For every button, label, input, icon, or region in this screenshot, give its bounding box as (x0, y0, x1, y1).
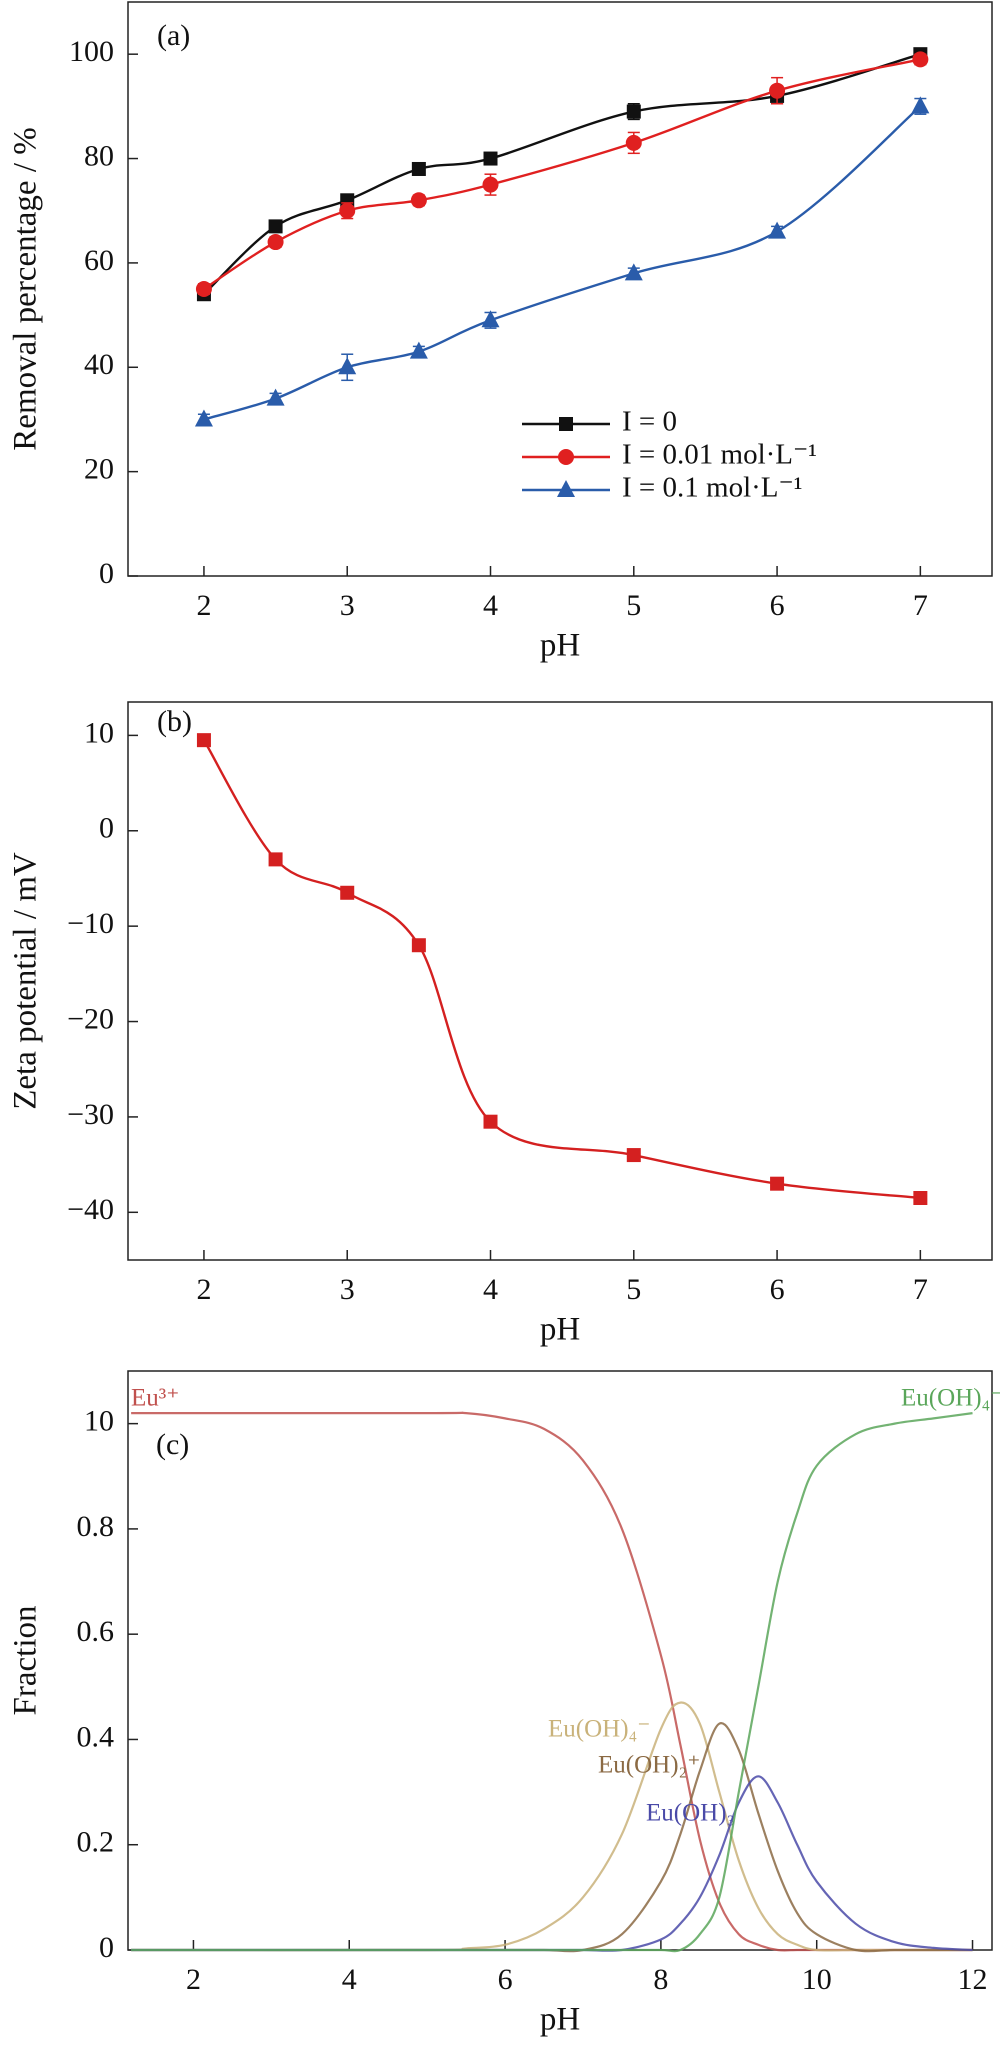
x-tick-label: 5 (626, 1273, 641, 1306)
marker (483, 151, 498, 166)
x-axis-label: pH (540, 2002, 580, 2038)
y-tick-label: 0.8 (77, 1510, 115, 1543)
series-label: Eu(OH)₂⁺ (598, 1752, 700, 1779)
marker (557, 480, 575, 497)
y-tick-label: 10 (84, 716, 114, 749)
y-tick-label: 80 (84, 139, 114, 172)
marker (768, 221, 787, 239)
marker (411, 938, 426, 953)
legend-label: I = 0.01 mol·L⁻¹ (622, 439, 817, 471)
x-tick-label: 7 (913, 1273, 928, 1306)
series-line (131, 1412, 973, 1953)
marker (339, 202, 356, 219)
y-tick-label: 100 (69, 35, 114, 68)
marker (913, 1191, 928, 1205)
x-tick-label: 2 (186, 1963, 201, 1996)
y-tick-label: 0.2 (77, 1826, 115, 1859)
x-tick-label: 4 (483, 589, 498, 622)
y-tick-label: −10 (67, 907, 114, 940)
marker (912, 51, 929, 68)
marker (411, 161, 426, 176)
y-tick-label: 10 (84, 1405, 114, 1438)
series-line (203, 53, 921, 296)
marker (194, 409, 213, 427)
marker (625, 134, 642, 151)
plot-frame (127, 1370, 993, 1951)
panel-label: (b) (157, 705, 192, 738)
marker (911, 96, 930, 114)
x-tick-label: 3 (340, 1273, 355, 1306)
marker (340, 885, 355, 900)
marker (770, 1176, 785, 1191)
x-tick-label: 6 (770, 589, 785, 622)
panel-label: (c) (156, 1428, 189, 1461)
series-label: Eu(OH)₃ (646, 1800, 735, 1827)
y-tick-label: 20 (84, 453, 114, 486)
series-label: Eu³⁺ (131, 1385, 179, 1412)
y-tick-label: 0 (99, 812, 114, 845)
marker (624, 263, 643, 281)
y-axis-label: Removal percentage / % (8, 127, 44, 450)
marker (195, 281, 212, 297)
x-tick-label: 8 (653, 1963, 668, 1996)
marker (769, 82, 786, 99)
y-axis-label: Zeta potential / mV (8, 852, 44, 1110)
legend-label: I = 0 (622, 406, 677, 438)
y-tick-label: 60 (84, 244, 114, 277)
series-label: Eu(OH)₄⁻ (548, 1716, 650, 1743)
y-tick-label: 0 (99, 557, 114, 590)
series-line (203, 105, 922, 421)
y-tick-label: −30 (67, 1098, 114, 1131)
x-tick-label: 12 (958, 1963, 988, 1996)
marker (409, 341, 428, 359)
marker (266, 388, 285, 406)
x-tick-label: 10 (802, 1963, 832, 1996)
marker (558, 449, 574, 465)
x-tick-label: 2 (196, 1273, 211, 1306)
series-line (203, 58, 921, 291)
x-axis-label: pH (540, 1312, 580, 1348)
series-label: Eu(OH)₄⁻ (901, 1385, 1000, 1412)
plot-frame (127, 1, 993, 577)
marker (481, 310, 500, 328)
series-line (131, 1701, 973, 1952)
x-axis-label: pH (540, 628, 580, 664)
marker (410, 192, 427, 209)
y-tick-label: −40 (67, 1193, 114, 1226)
y-tick-label: 40 (84, 348, 114, 381)
y-axis-label: Fraction (8, 1606, 44, 1716)
x-tick-label: 7 (913, 589, 928, 622)
marker (268, 852, 283, 867)
x-tick-label: 4 (483, 1273, 498, 1306)
y-tick-label: −20 (67, 1002, 114, 1035)
legend-label: I = 0.1 mol·L⁻¹ (622, 472, 803, 504)
series-line (131, 1411, 973, 1952)
x-tick-label: 5 (626, 589, 641, 622)
plot-frame (127, 701, 993, 1261)
marker (559, 417, 573, 431)
x-tick-label: 2 (196, 589, 211, 622)
y-tick-label: 0.6 (77, 1615, 115, 1648)
marker (626, 1148, 641, 1163)
y-tick-label: 0 (99, 1931, 114, 1964)
series-line (202, 739, 921, 1200)
marker (483, 1114, 498, 1129)
x-tick-label: 3 (340, 589, 355, 622)
panel-label: (a) (157, 19, 190, 52)
marker (268, 219, 283, 234)
x-tick-label: 4 (342, 1963, 357, 1996)
x-tick-label: 6 (770, 1273, 785, 1306)
marker (626, 104, 641, 119)
y-tick-label: 0.4 (77, 1720, 115, 1753)
x-tick-label: 6 (498, 1963, 513, 1996)
marker (482, 176, 499, 193)
marker (267, 234, 284, 251)
marker (338, 357, 357, 375)
marker (196, 733, 211, 748)
